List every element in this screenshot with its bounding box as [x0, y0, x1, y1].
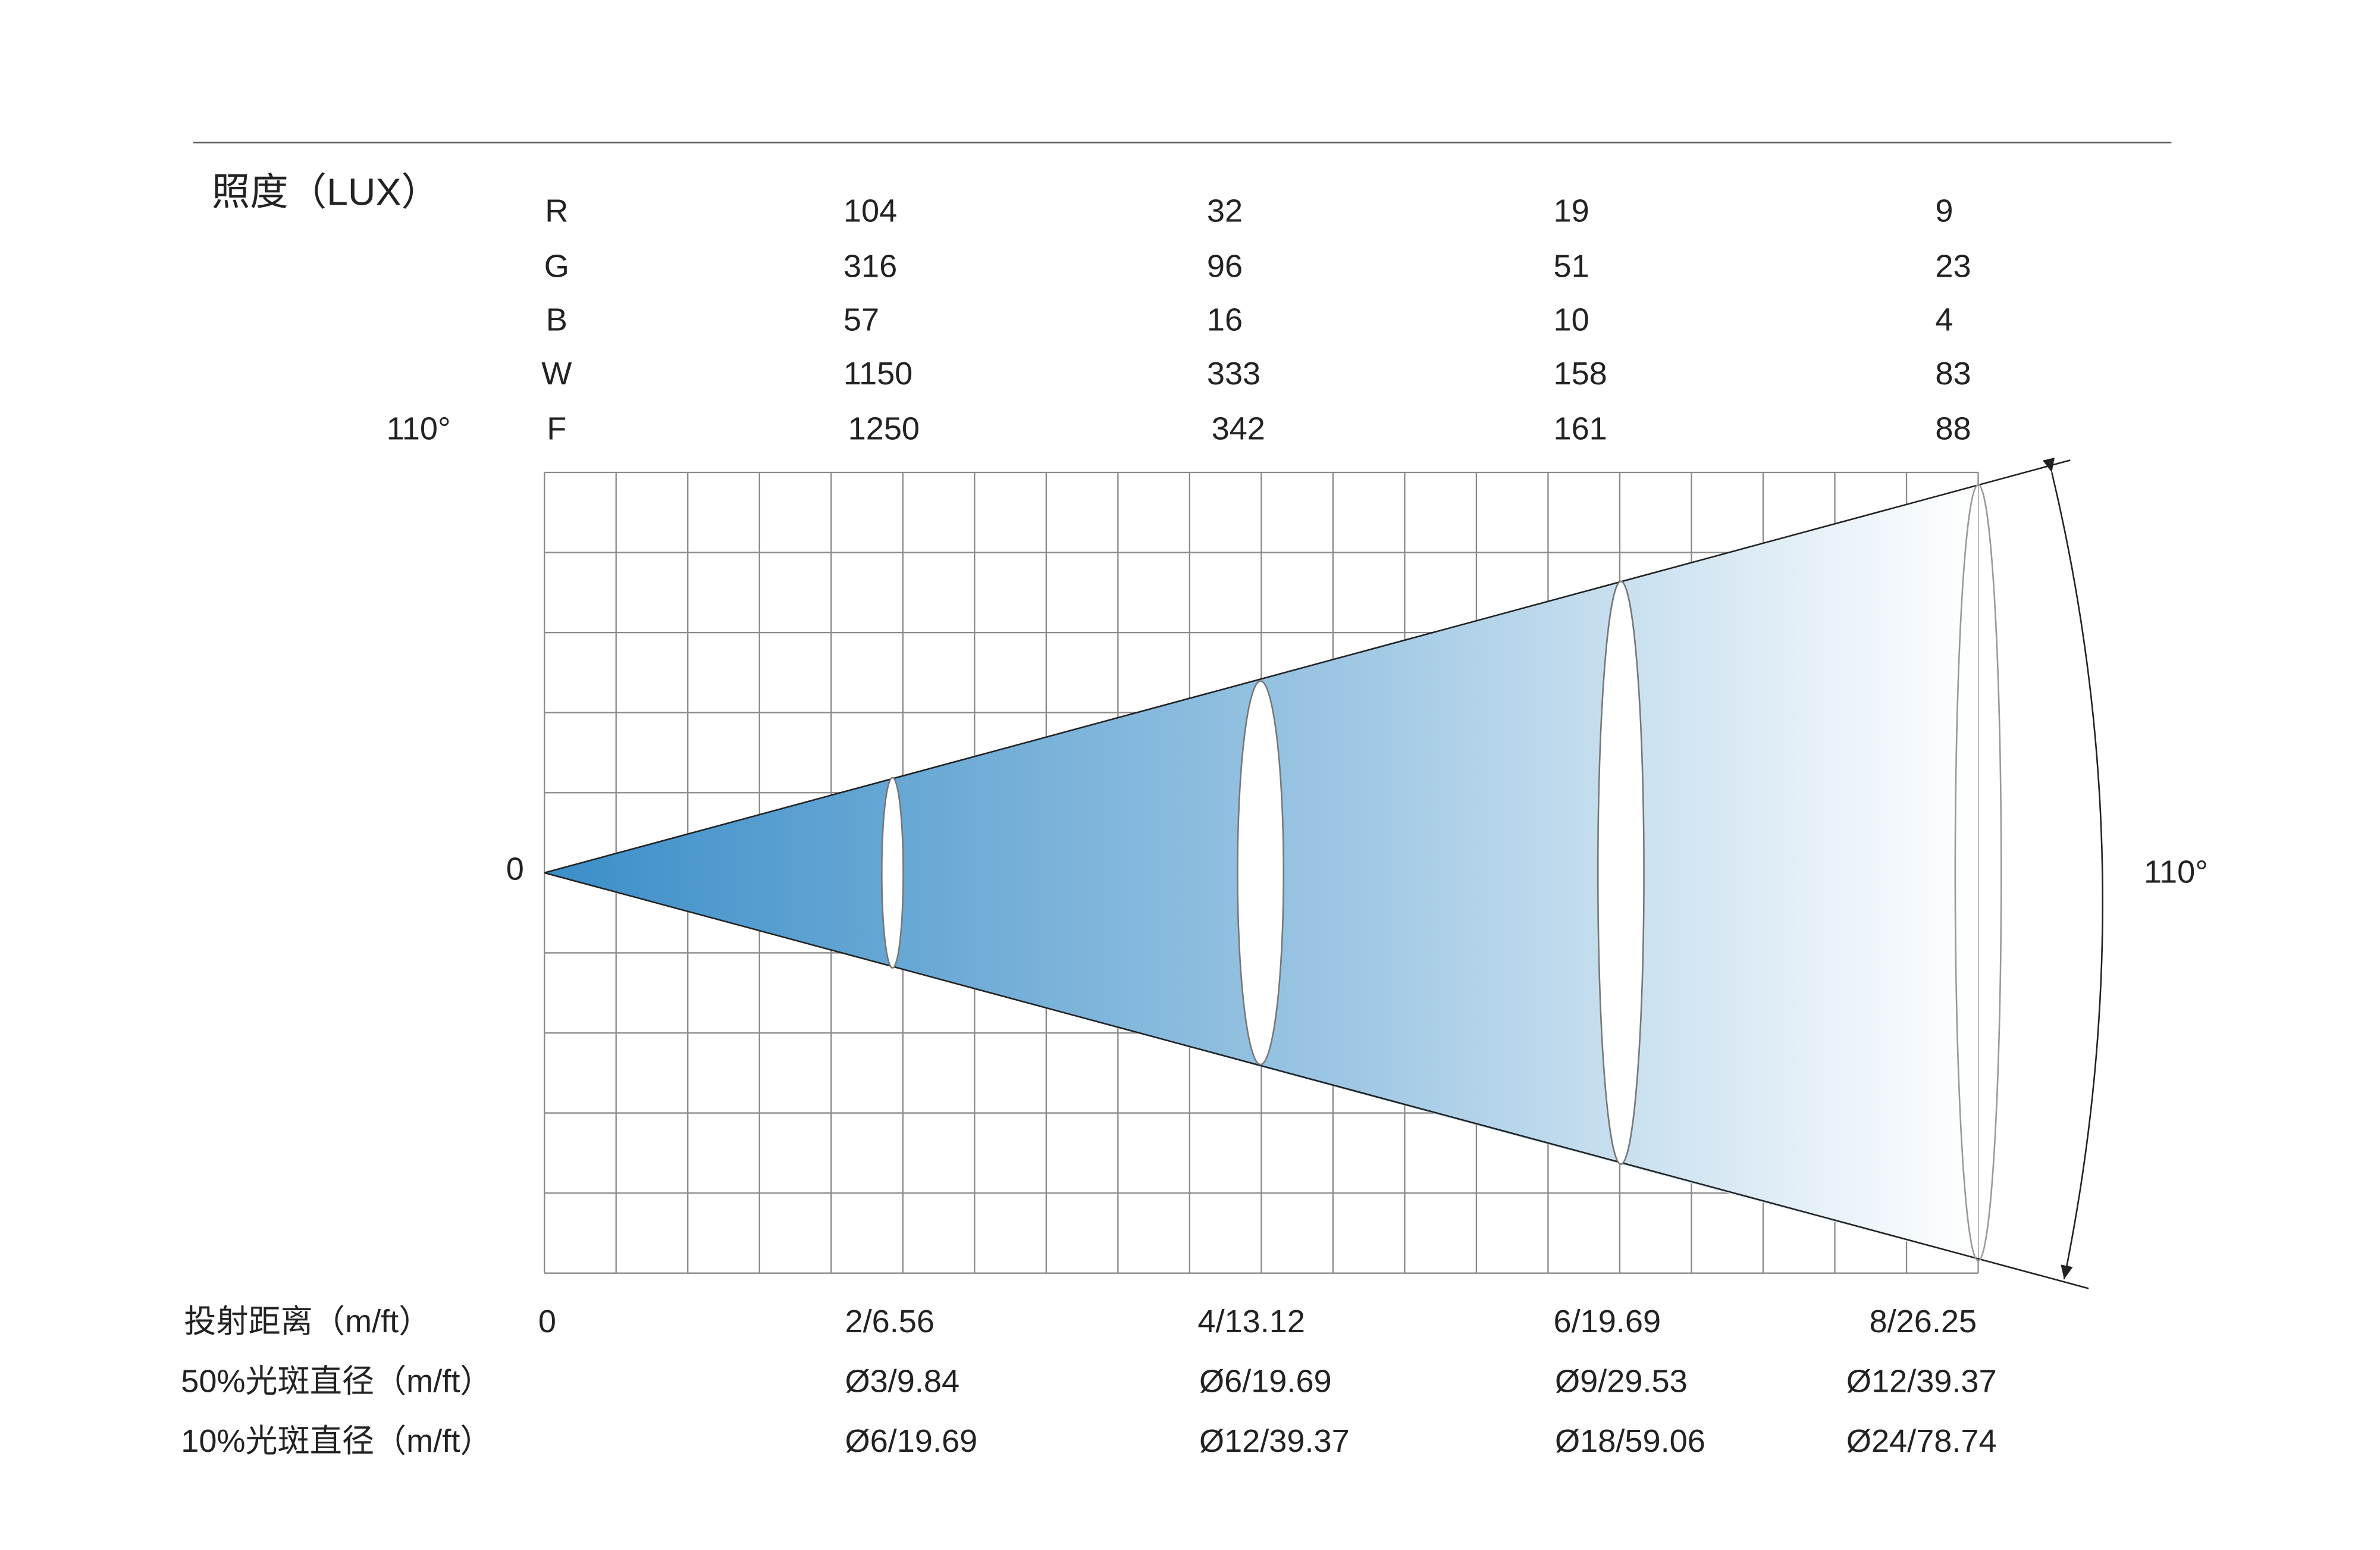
beam-spot: [881, 776, 904, 969]
distance-value: 0: [538, 1304, 556, 1339]
channel-label: B: [546, 302, 567, 338]
origin-label: 0: [506, 851, 524, 887]
lux-value: 57: [843, 302, 879, 338]
angle-arc: [2042, 458, 2103, 1280]
lux-value: 32: [1207, 193, 1243, 229]
lux-value: 16: [1207, 302, 1243, 338]
beam-edge: [544, 872, 2089, 1289]
distance-value: 6/19.69: [1553, 1304, 1661, 1339]
lux-value: 161: [1553, 411, 1607, 447]
lux-value: 158: [1553, 356, 1607, 392]
distance-value: 8/26.25: [1870, 1304, 1977, 1339]
channel-label: W: [541, 356, 572, 392]
beam-spot: [1954, 484, 2002, 1262]
lux-value: 23: [1935, 248, 1971, 284]
lux-value: 1150: [843, 356, 913, 392]
spot-diameter: Ø24/78.74: [1846, 1423, 1997, 1459]
beam-angle-label: 110°: [387, 411, 451, 447]
beam-edge: [544, 459, 2071, 874]
spot-diameter: Ø6/19.69: [845, 1423, 977, 1459]
lux-value: 333: [1207, 356, 1260, 392]
spot-diameter: Ø9/29.53: [1555, 1364, 1688, 1399]
spot-diameter: Ø6/19.69: [1199, 1364, 1332, 1399]
lux-value: 10: [1553, 302, 1589, 338]
spot-diameter: Ø12/39.37: [1846, 1364, 1997, 1399]
lux-value: 104: [843, 193, 897, 229]
lux-value: 51: [1553, 248, 1589, 284]
spot-diameter: Ø12/39.37: [1199, 1423, 1350, 1459]
beam-spot: [1237, 680, 1285, 1066]
spot-diameter: Ø3/9.84: [845, 1364, 959, 1399]
lux-value: 96: [1207, 248, 1243, 284]
row-label: 10%光斑直径（m/ft）: [181, 1423, 492, 1459]
channel-label: G: [544, 248, 569, 284]
lux-value: 4: [1935, 302, 1953, 338]
lux-value: 9: [1935, 193, 1953, 229]
channel-label: F: [547, 411, 566, 447]
lux-value: 83: [1935, 356, 1971, 392]
beam-angle-label: 110°: [2144, 854, 2208, 890]
lux-value: 88: [1935, 411, 1971, 447]
row-label: 投射距离（m/ft）: [184, 1304, 431, 1339]
beam-spot: [1597, 580, 1645, 1165]
spot-diameter: Ø18/59.06: [1555, 1423, 1705, 1459]
labels: R 104 32 19 9G 316 96 51 23B 57 16 10 4W 1150 333 158 83…: [181, 193, 1996, 1460]
channel-label: R: [545, 193, 568, 229]
lux-value: 316: [843, 248, 897, 284]
illuminance-label: 照度（LUX）: [212, 170, 440, 213]
lux-value: 342: [1212, 411, 1265, 447]
lux-value: 19: [1553, 193, 1589, 229]
lux-value: 1250: [848, 411, 920, 447]
distance-value: 4/13.12: [1197, 1304, 1305, 1339]
row-label: 50%光斑直径（m/ft）: [181, 1364, 492, 1399]
distance-value: 2/6.56: [845, 1304, 934, 1339]
